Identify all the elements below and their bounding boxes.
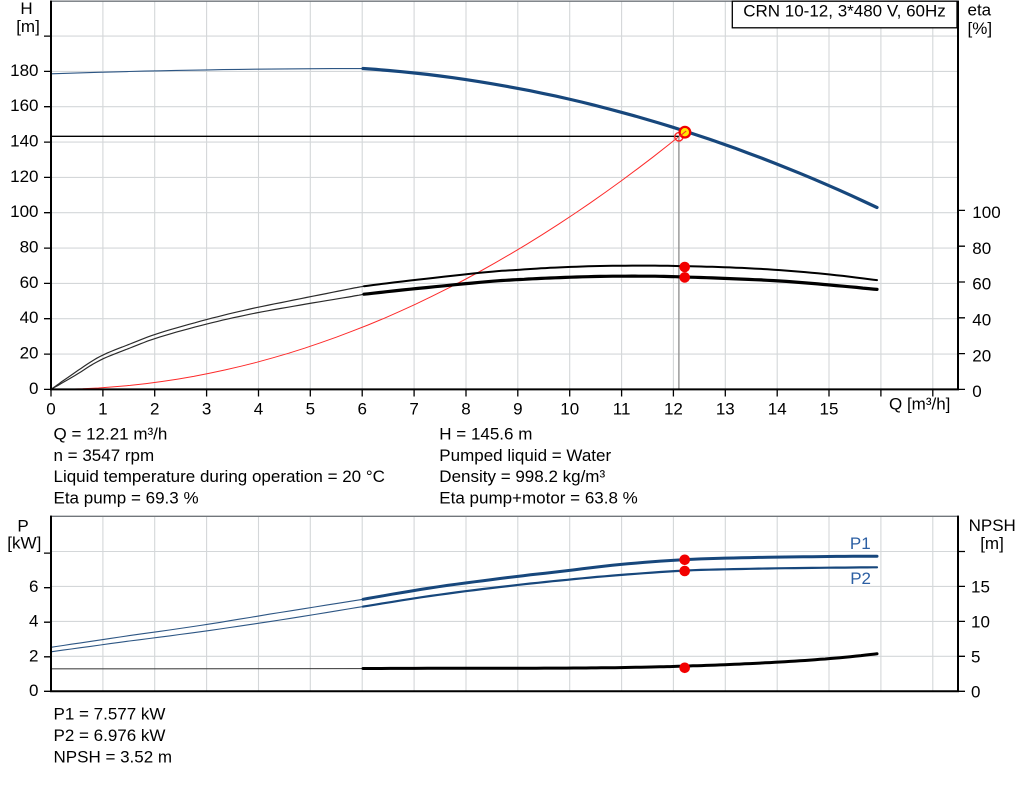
svg-text:0: 0 — [29, 379, 38, 398]
svg-text:P: P — [17, 517, 28, 536]
svg-text:[%]: [%] — [968, 19, 993, 38]
svg-text:100: 100 — [972, 203, 1000, 222]
svg-text:4: 4 — [29, 612, 38, 631]
svg-text:8: 8 — [461, 399, 470, 418]
svg-text:5: 5 — [971, 648, 980, 667]
svg-text:6: 6 — [357, 399, 366, 418]
svg-text:P1 = 7.577 kW: P1 = 7.577 kW — [54, 705, 166, 724]
svg-text:140: 140 — [10, 132, 38, 151]
svg-text:6: 6 — [29, 577, 38, 596]
svg-text:n = 3547 rpm: n = 3547 rpm — [54, 446, 155, 465]
svg-text:NPSH = 3.52 m: NPSH = 3.52 m — [54, 747, 173, 766]
svg-text:10: 10 — [971, 613, 990, 632]
svg-text:11: 11 — [613, 399, 631, 418]
svg-text:3: 3 — [202, 399, 211, 418]
svg-text:Liquid temperature during oper: Liquid temperature during operation = 20… — [54, 467, 385, 486]
svg-text:0: 0 — [46, 399, 55, 418]
svg-text:160: 160 — [10, 96, 38, 115]
svg-text:7: 7 — [409, 399, 418, 418]
svg-text:H: H — [20, 0, 32, 18]
svg-text:[kW]: [kW] — [7, 534, 41, 553]
svg-text:4: 4 — [254, 399, 263, 418]
svg-text:Density = 998.2 kg/m³: Density = 998.2 kg/m³ — [439, 467, 605, 486]
svg-text:40: 40 — [972, 311, 991, 330]
svg-text:20: 20 — [20, 344, 39, 363]
svg-text:15: 15 — [820, 399, 839, 418]
svg-text:Eta pump = 69.3 %: Eta pump = 69.3 % — [54, 488, 199, 507]
svg-text:2: 2 — [29, 646, 38, 665]
svg-text:14: 14 — [768, 399, 787, 418]
svg-text:10: 10 — [560, 399, 579, 418]
svg-text:60: 60 — [972, 275, 991, 294]
svg-text:P2: P2 — [850, 569, 871, 588]
svg-text:100: 100 — [10, 202, 38, 221]
svg-text:P1: P1 — [850, 534, 871, 553]
svg-text:9: 9 — [513, 399, 522, 418]
svg-text:60: 60 — [20, 273, 39, 292]
svg-text:15: 15 — [971, 578, 990, 597]
svg-text:2: 2 — [150, 399, 159, 418]
svg-text:80: 80 — [20, 238, 39, 257]
svg-text:0: 0 — [971, 683, 980, 702]
svg-text:Q [m³/h]: Q [m³/h] — [889, 395, 950, 414]
svg-text:Pumped liquid = Water: Pumped liquid = Water — [439, 446, 611, 465]
svg-text:120: 120 — [10, 167, 38, 186]
svg-text:NPSH: NPSH — [969, 516, 1016, 535]
svg-text:80: 80 — [972, 239, 991, 258]
svg-text:Eta pump+motor = 63.8 %: Eta pump+motor = 63.8 % — [439, 488, 637, 507]
svg-text:5: 5 — [306, 399, 315, 418]
svg-text:Q = 12.21 m³/h: Q = 12.21 m³/h — [54, 425, 168, 444]
svg-text:0: 0 — [972, 382, 981, 401]
svg-text:40: 40 — [20, 308, 39, 327]
svg-text:P2 = 6.976 kW: P2 = 6.976 kW — [54, 726, 166, 745]
svg-text:12: 12 — [664, 399, 683, 418]
svg-text:eta: eta — [968, 1, 992, 20]
svg-text:[m]: [m] — [16, 17, 40, 36]
svg-text:CRN 10-12, 3*480 V, 60Hz: CRN 10-12, 3*480 V, 60Hz — [743, 1, 946, 20]
svg-text:13: 13 — [716, 399, 735, 418]
svg-text:[m]: [m] — [980, 534, 1004, 553]
svg-text:1: 1 — [98, 399, 107, 418]
svg-text:180: 180 — [10, 61, 38, 80]
svg-text:0: 0 — [29, 681, 38, 700]
svg-text:H = 145.6 m: H = 145.6 m — [439, 425, 532, 444]
svg-text:20: 20 — [972, 346, 991, 365]
